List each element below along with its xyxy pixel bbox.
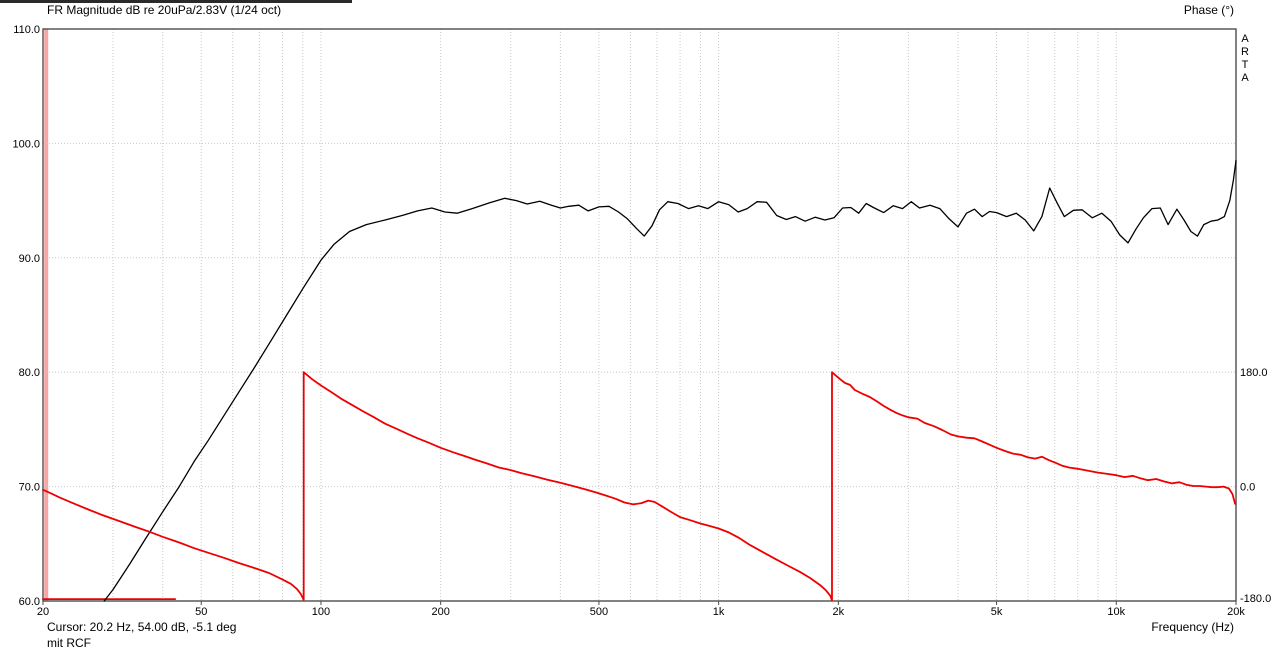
y-left-tick-label: 100.0 [12, 138, 40, 150]
x-tick-label: 100 [312, 606, 330, 618]
x-tick-label: 50 [195, 606, 207, 618]
y-left-tick-label: 70.0 [19, 482, 40, 494]
frequency-axis-label: Frequency (Hz) [1151, 620, 1234, 634]
measurement-note: mit RCF [47, 636, 91, 650]
y-left-tick-label: 110.0 [13, 24, 40, 36]
x-tick-label: 1k [713, 606, 725, 618]
window-edge-strip [0, 0, 352, 3]
y-left-tick-label: 90.0 [19, 253, 40, 265]
y-left-tick-label: 80.0 [19, 367, 40, 379]
plot-frame [42, 28, 1237, 602]
arta-letter: A [1241, 72, 1249, 84]
x-tick-label: 2k [833, 606, 845, 618]
x-tick-label: 200 [431, 606, 449, 618]
arta-letter: A [1241, 33, 1249, 45]
y-left-tick-label: 60.0 [19, 596, 40, 608]
y-right-tick-label: -180.0 [1240, 593, 1271, 605]
cursor-line[interactable] [44, 29, 49, 601]
magnitude-curve [103, 159, 1237, 602]
phase-axis-title: Phase (°) [1183, 3, 1234, 17]
x-tick-label: 10k [1107, 606, 1125, 618]
arta-letter: R [1241, 46, 1249, 58]
plot-title: FR Magnitude dB re 20uPa/2.83V (1/24 oct… [47, 3, 282, 17]
x-tick-label: 20k [1227, 606, 1245, 618]
phase-curve [42, 371, 1236, 602]
x-tick-label: 500 [590, 606, 608, 618]
y-right-tick-label: 180.0 [1240, 367, 1268, 379]
x-tick-label: 20 [37, 606, 49, 618]
cursor-readout: Cursor: 20.2 Hz, 54.00 dB, -5.1 deg [47, 620, 237, 634]
x-tick-label: 5k [991, 606, 1003, 618]
y-right-tick-label: 0.0 [1240, 482, 1255, 494]
arta-letter: T [1241, 59, 1249, 71]
